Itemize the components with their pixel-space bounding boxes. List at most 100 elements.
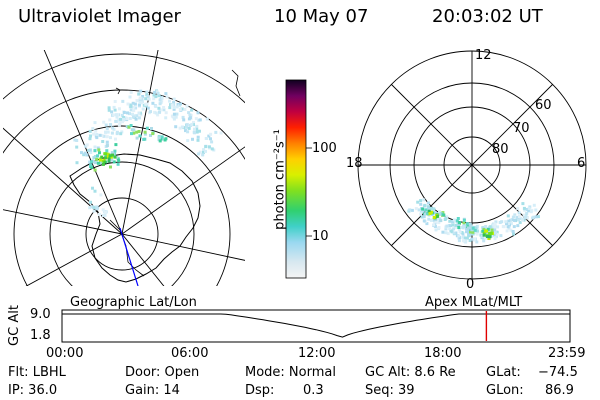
- aurora-pixel: [196, 111, 200, 115]
- aurora-pixel: [468, 222, 472, 226]
- aurora-pixel: [462, 221, 466, 225]
- aurora-pixel: [469, 226, 473, 230]
- aurora-pixel: [192, 121, 195, 124]
- aurora-pixel: [470, 237, 474, 241]
- aurora-pixel: [170, 103, 174, 107]
- aurora-pixel: [532, 203, 536, 207]
- aurora-pixel: [471, 230, 475, 234]
- aurora-pixel: [100, 161, 104, 165]
- aurora-pixel: [426, 207, 430, 211]
- aurora-pixel: [505, 222, 508, 226]
- aurora-pixel: [139, 89, 143, 93]
- aurora-pixel: [160, 96, 164, 100]
- aurora-pixel: [522, 218, 526, 222]
- aurora-pixel: [513, 219, 517, 222]
- aurora-pixel: [491, 225, 494, 229]
- aurora-pixel: [432, 216, 436, 219]
- aurora-pixel: [132, 109, 136, 113]
- aurora-pixel: [484, 225, 488, 228]
- aurora-pixel: [100, 155, 104, 159]
- aurora-pixel: [129, 104, 133, 108]
- aurora-pixel: [151, 132, 155, 136]
- aurora-pixel: [451, 223, 455, 227]
- aurora-pixel: [158, 139, 162, 143]
- aurora-pixel: [101, 140, 105, 143]
- aurora-pixel: [107, 159, 111, 163]
- aurora-pixel: [129, 90, 133, 94]
- aurora-pixel: [488, 235, 492, 239]
- aurora-pixel: [449, 224, 453, 227]
- colorbar-tick-label: 100: [312, 141, 337, 156]
- aurora-pixel: [462, 239, 465, 243]
- aurora-pixel: [494, 231, 497, 235]
- aurora-pixel: [152, 93, 156, 97]
- aurora-pixel: [210, 140, 214, 144]
- aurora-pixel: [509, 218, 512, 222]
- aurora-pixel: [185, 123, 189, 127]
- aurora-pixel: [433, 211, 437, 215]
- timeline-ytick: 1.8: [30, 328, 51, 343]
- aurora-pixel: [109, 136, 112, 140]
- aurora-pixel: [444, 217, 448, 220]
- aurora-pixel: [473, 228, 477, 232]
- aurora-pixel: [160, 135, 164, 139]
- aurora-pixel: [448, 219, 452, 223]
- aurora-pixel: [105, 127, 109, 131]
- aurora-pixel: [125, 117, 129, 121]
- aurora-pixel: [174, 125, 178, 129]
- aurora-pixel: [474, 226, 478, 230]
- aurora-pixel: [156, 113, 160, 117]
- aurora-pixel: [139, 113, 143, 117]
- aurora-pixel: [98, 158, 102, 162]
- aurora-pixel: [95, 157, 99, 161]
- aurora-pixel: [482, 231, 486, 235]
- aurora-pixel: [422, 215, 426, 219]
- aurora-pixel: [137, 130, 141, 133]
- aurora-pixel: [113, 149, 117, 153]
- aurora-pixel: [431, 218, 435, 222]
- aurora-pixel: [172, 101, 176, 105]
- aurora-pixel: [469, 232, 473, 236]
- aurora-pixel: [423, 203, 427, 207]
- aurora-pixel: [185, 104, 189, 108]
- aurora-pixel: [458, 230, 462, 234]
- aurora-pixel: [467, 234, 471, 238]
- aurora-pixel: [457, 226, 461, 229]
- aurora-pixel: [95, 207, 99, 211]
- aurora-pixel: [465, 236, 469, 240]
- aurora-pixel: [158, 102, 162, 106]
- gc-alt-status: GC Alt: 8.6 Re: [365, 365, 456, 380]
- aurora-pixel: [493, 233, 496, 237]
- aurora-pixel: [193, 131, 196, 135]
- aurora-pixel: [154, 95, 158, 99]
- aurora-pixel: [493, 222, 497, 226]
- aurora-pixel: [89, 160, 93, 164]
- aurora-pixel: [534, 215, 538, 219]
- aurora-pixel: [135, 99, 139, 103]
- aurora-pixel: [437, 226, 441, 229]
- aurora-pixel: [137, 92, 141, 96]
- aurora-pixel: [444, 231, 448, 235]
- aurora-pixel: [451, 220, 455, 223]
- aurora-pixel: [466, 222, 469, 226]
- aurora-pixel: [190, 122, 194, 126]
- aurora-pixel: [132, 105, 136, 109]
- aurora-pixel: [130, 132, 133, 136]
- aurora-pixel: [505, 229, 509, 233]
- aurora-pixel: [75, 145, 79, 149]
- aurora-emission-geographic: [73, 89, 223, 217]
- aurora-pixel: [149, 134, 152, 137]
- aurora-pixel: [90, 165, 94, 169]
- aurora-pixel: [172, 117, 176, 121]
- aurora-pixel: [110, 110, 114, 114]
- aurora-pixel: [116, 162, 120, 166]
- aurora-pixel: [191, 137, 194, 141]
- aurora-pixel: [151, 101, 155, 105]
- aurora-pixel: [187, 111, 191, 115]
- altitude-timeline: [61, 309, 571, 343]
- aurora-pixel: [465, 230, 468, 234]
- aurora-pixel: [441, 230, 445, 234]
- aurora-pixel: [183, 108, 187, 111]
- aurora-pixel: [518, 217, 522, 220]
- mlat-label-70: 70: [513, 121, 530, 136]
